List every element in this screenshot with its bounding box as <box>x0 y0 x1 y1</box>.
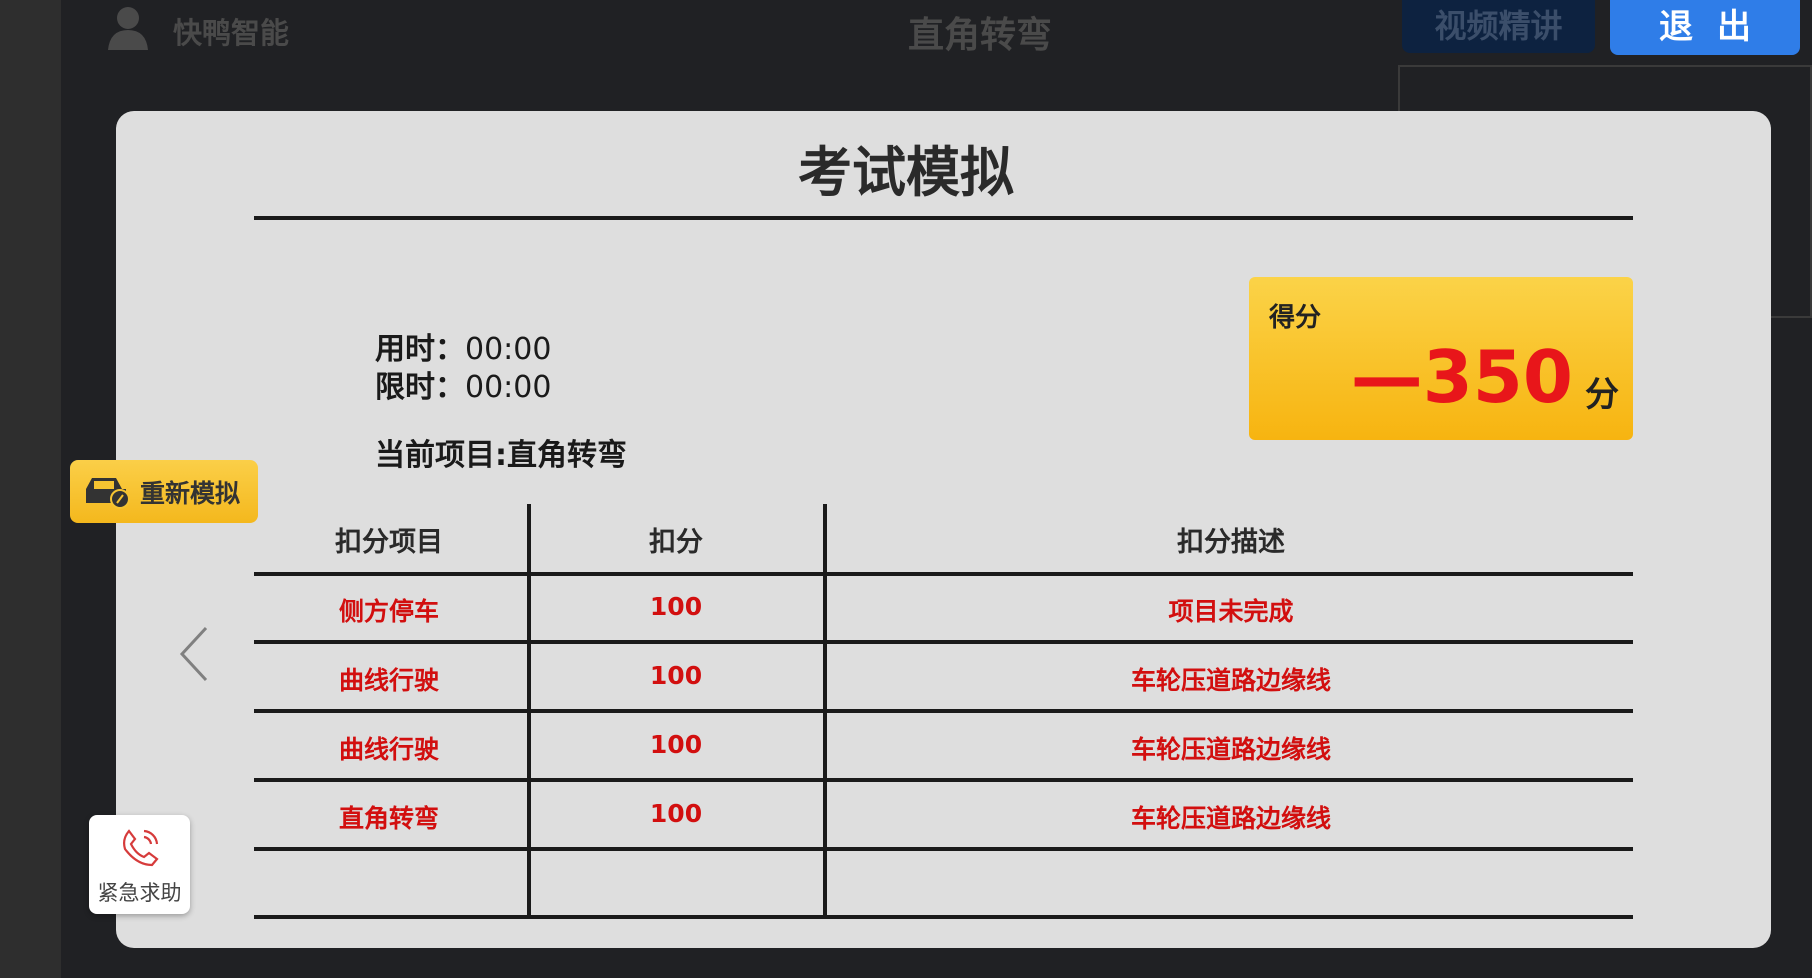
row-4-description: 车轮压道路边缘线 <box>1130 804 1331 833</box>
row-4-item: 直角转弯 <box>338 804 439 833</box>
retest-button[interactable]: 重新模拟 <box>70 460 258 523</box>
row-divider <box>254 640 1633 644</box>
row-1-points: 100 <box>649 592 703 621</box>
row-4-points: 100 <box>649 799 703 828</box>
row-3-description: 车轮压道路边缘线 <box>1130 735 1331 764</box>
modal-title: 考试模拟 <box>798 141 1014 204</box>
emergency-help-label: 紧急求助 <box>97 881 182 905</box>
time-used: 用时：00:00 <box>375 324 551 368</box>
row-divider <box>254 847 1633 851</box>
time-limit-value: 00:00 <box>465 370 552 405</box>
row-divider <box>254 778 1633 782</box>
car-icon <box>86 477 130 509</box>
row-3-points: 100 <box>649 730 703 759</box>
row-divider <box>254 709 1633 713</box>
user-icon <box>108 7 148 50</box>
header-description: 扣分描述 <box>1177 527 1285 558</box>
time-limit: 限时：00:00 <box>375 362 551 406</box>
header-item: 扣分项目 <box>335 527 443 558</box>
row-2-points: 100 <box>649 661 703 690</box>
time-used-label: 用时： <box>375 332 465 367</box>
title-divider <box>254 216 1633 220</box>
score-box: 得分 —350 分 <box>1249 277 1633 440</box>
video-lecture-button[interactable]: 视频精讲 <box>1402 0 1595 53</box>
chevron-left-icon[interactable] <box>178 626 210 682</box>
header-points: 扣分 <box>649 527 703 558</box>
row-3-item: 曲线行驶 <box>338 735 439 764</box>
page-title: 直角转弯 <box>907 15 1052 56</box>
retest-label: 重新模拟 <box>140 478 241 508</box>
score-label: 得分 <box>1269 303 1322 333</box>
score-value: —350 <box>1350 335 1573 419</box>
exam-simulation-modal <box>116 111 1771 948</box>
phone-icon <box>122 829 159 867</box>
brand-name: 快鸭智能 <box>173 16 290 50</box>
time-used-value: 00:00 <box>465 332 552 367</box>
exit-button[interactable]: 退出 <box>1610 0 1800 55</box>
emergency-help-button[interactable]: 紧急求助 <box>89 815 190 914</box>
left-strip <box>0 0 61 978</box>
score-unit: 分 <box>1585 375 1619 415</box>
current-item: 当前项目:直角转弯 <box>375 438 627 473</box>
time-limit-label: 限时： <box>375 370 465 405</box>
row-1-description: 项目未完成 <box>1168 597 1294 626</box>
row-2-item: 曲线行驶 <box>338 666 439 695</box>
row-2-description: 车轮压道路边缘线 <box>1130 666 1331 695</box>
row-divider <box>254 572 1633 576</box>
row-divider <box>254 915 1633 919</box>
row-1-item: 侧方停车 <box>338 597 439 626</box>
